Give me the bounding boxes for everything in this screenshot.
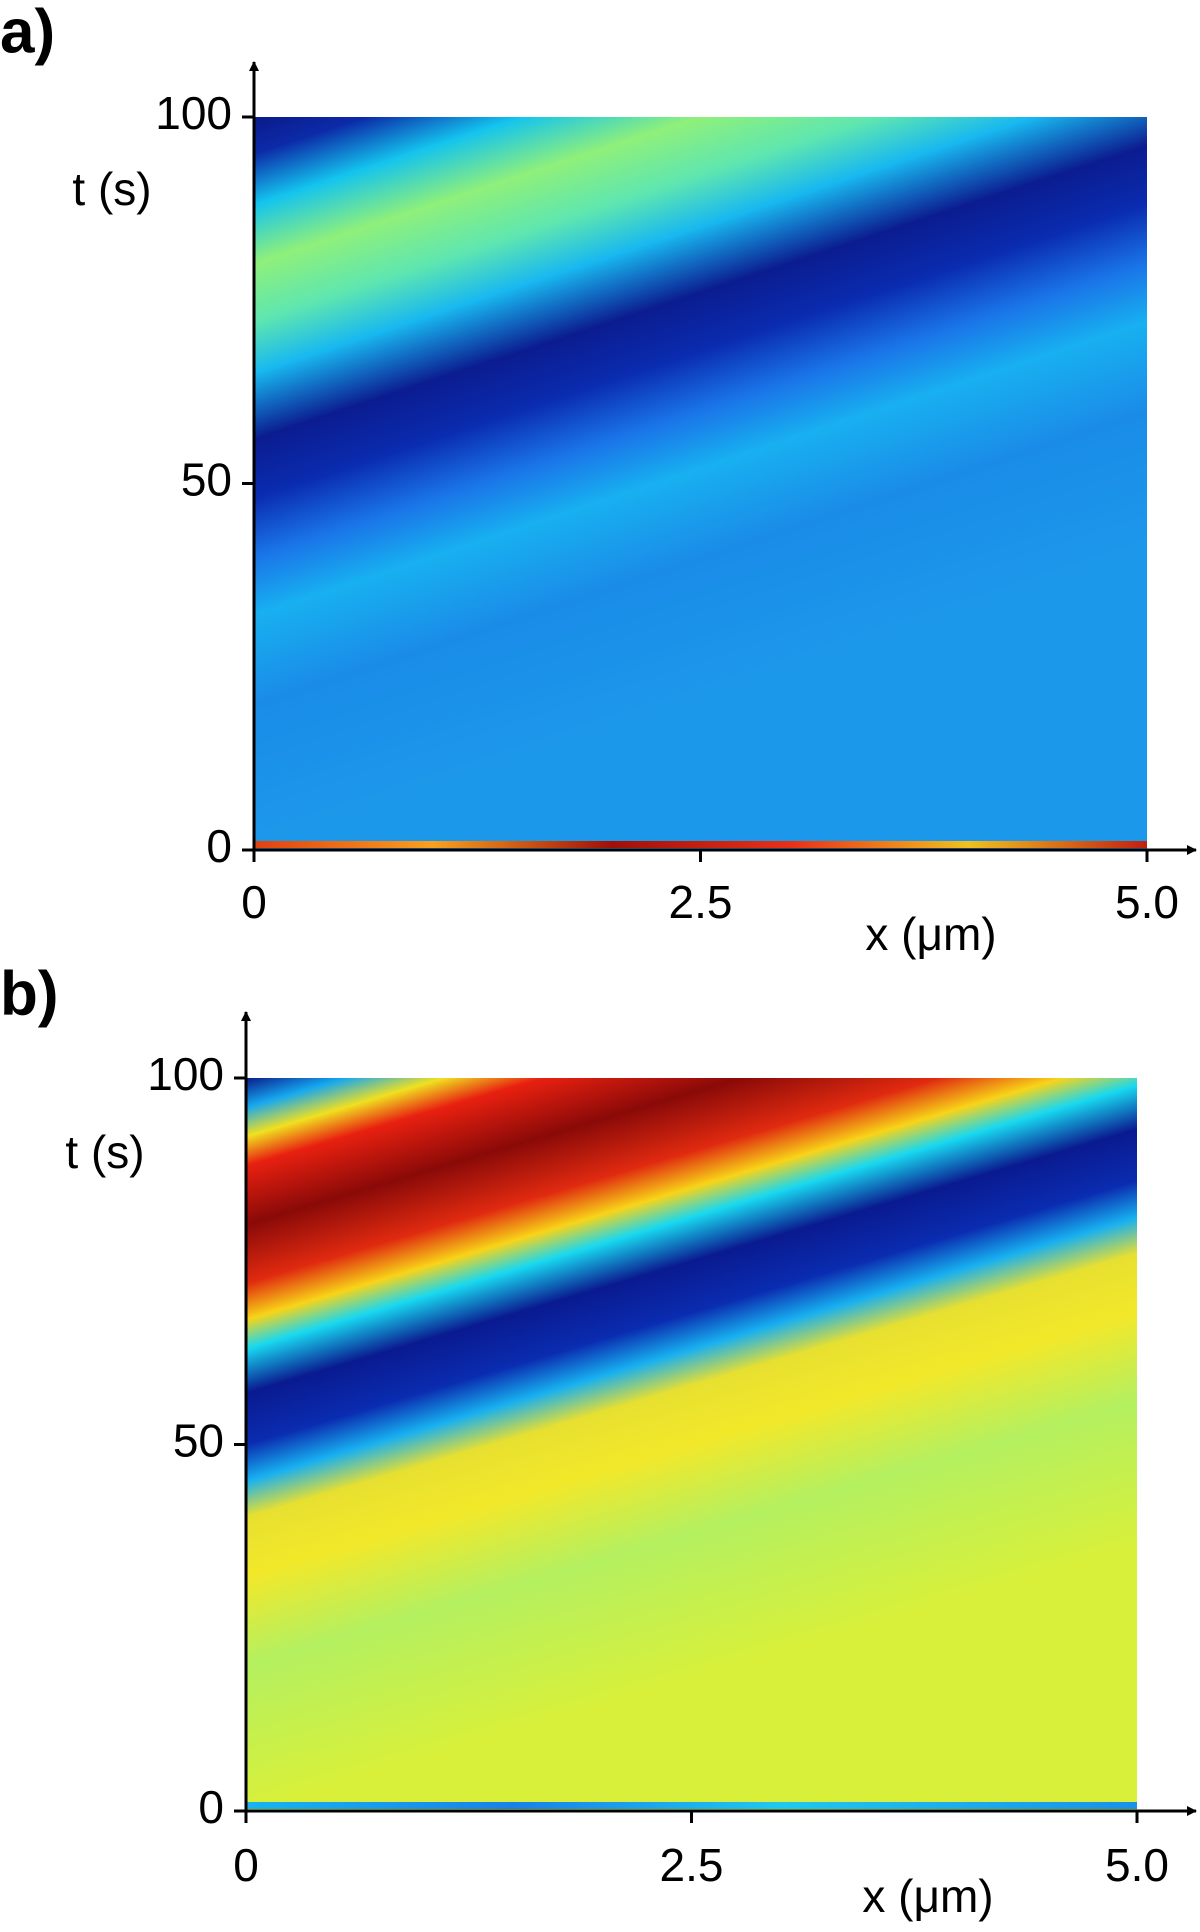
heatmap-image bbox=[246, 1078, 1137, 1811]
x-tick-label: 5.0 bbox=[1115, 876, 1179, 928]
y-tick-label: 0 bbox=[198, 1781, 224, 1833]
panel-label: b) bbox=[0, 959, 59, 1028]
x-axis-label: x (μm) bbox=[865, 908, 996, 960]
x-tick-label: 2.5 bbox=[669, 876, 733, 928]
y-axis-label: t (s) bbox=[72, 163, 151, 215]
x-tick-label: 2.5 bbox=[660, 1839, 724, 1891]
x-tick-label: 5.0 bbox=[1105, 1839, 1169, 1891]
y-tick-label: 0 bbox=[206, 820, 232, 872]
x-tick-label: 0 bbox=[241, 876, 267, 928]
heatmap-image bbox=[254, 117, 1147, 850]
y-axis-label: t (s) bbox=[65, 1126, 144, 1178]
panel-label: a) bbox=[0, 0, 55, 66]
x-axis-label: x (μm) bbox=[862, 1870, 993, 1922]
y-tick-label: 100 bbox=[155, 87, 232, 139]
x-tick-label: 0 bbox=[233, 1839, 259, 1891]
heatmap-image bbox=[254, 841, 1147, 848]
y-tick-label: 100 bbox=[147, 1048, 224, 1100]
heatmap-image bbox=[246, 1802, 1137, 1809]
y-tick-label: 50 bbox=[173, 1415, 224, 1467]
y-tick-label: 50 bbox=[181, 454, 232, 506]
